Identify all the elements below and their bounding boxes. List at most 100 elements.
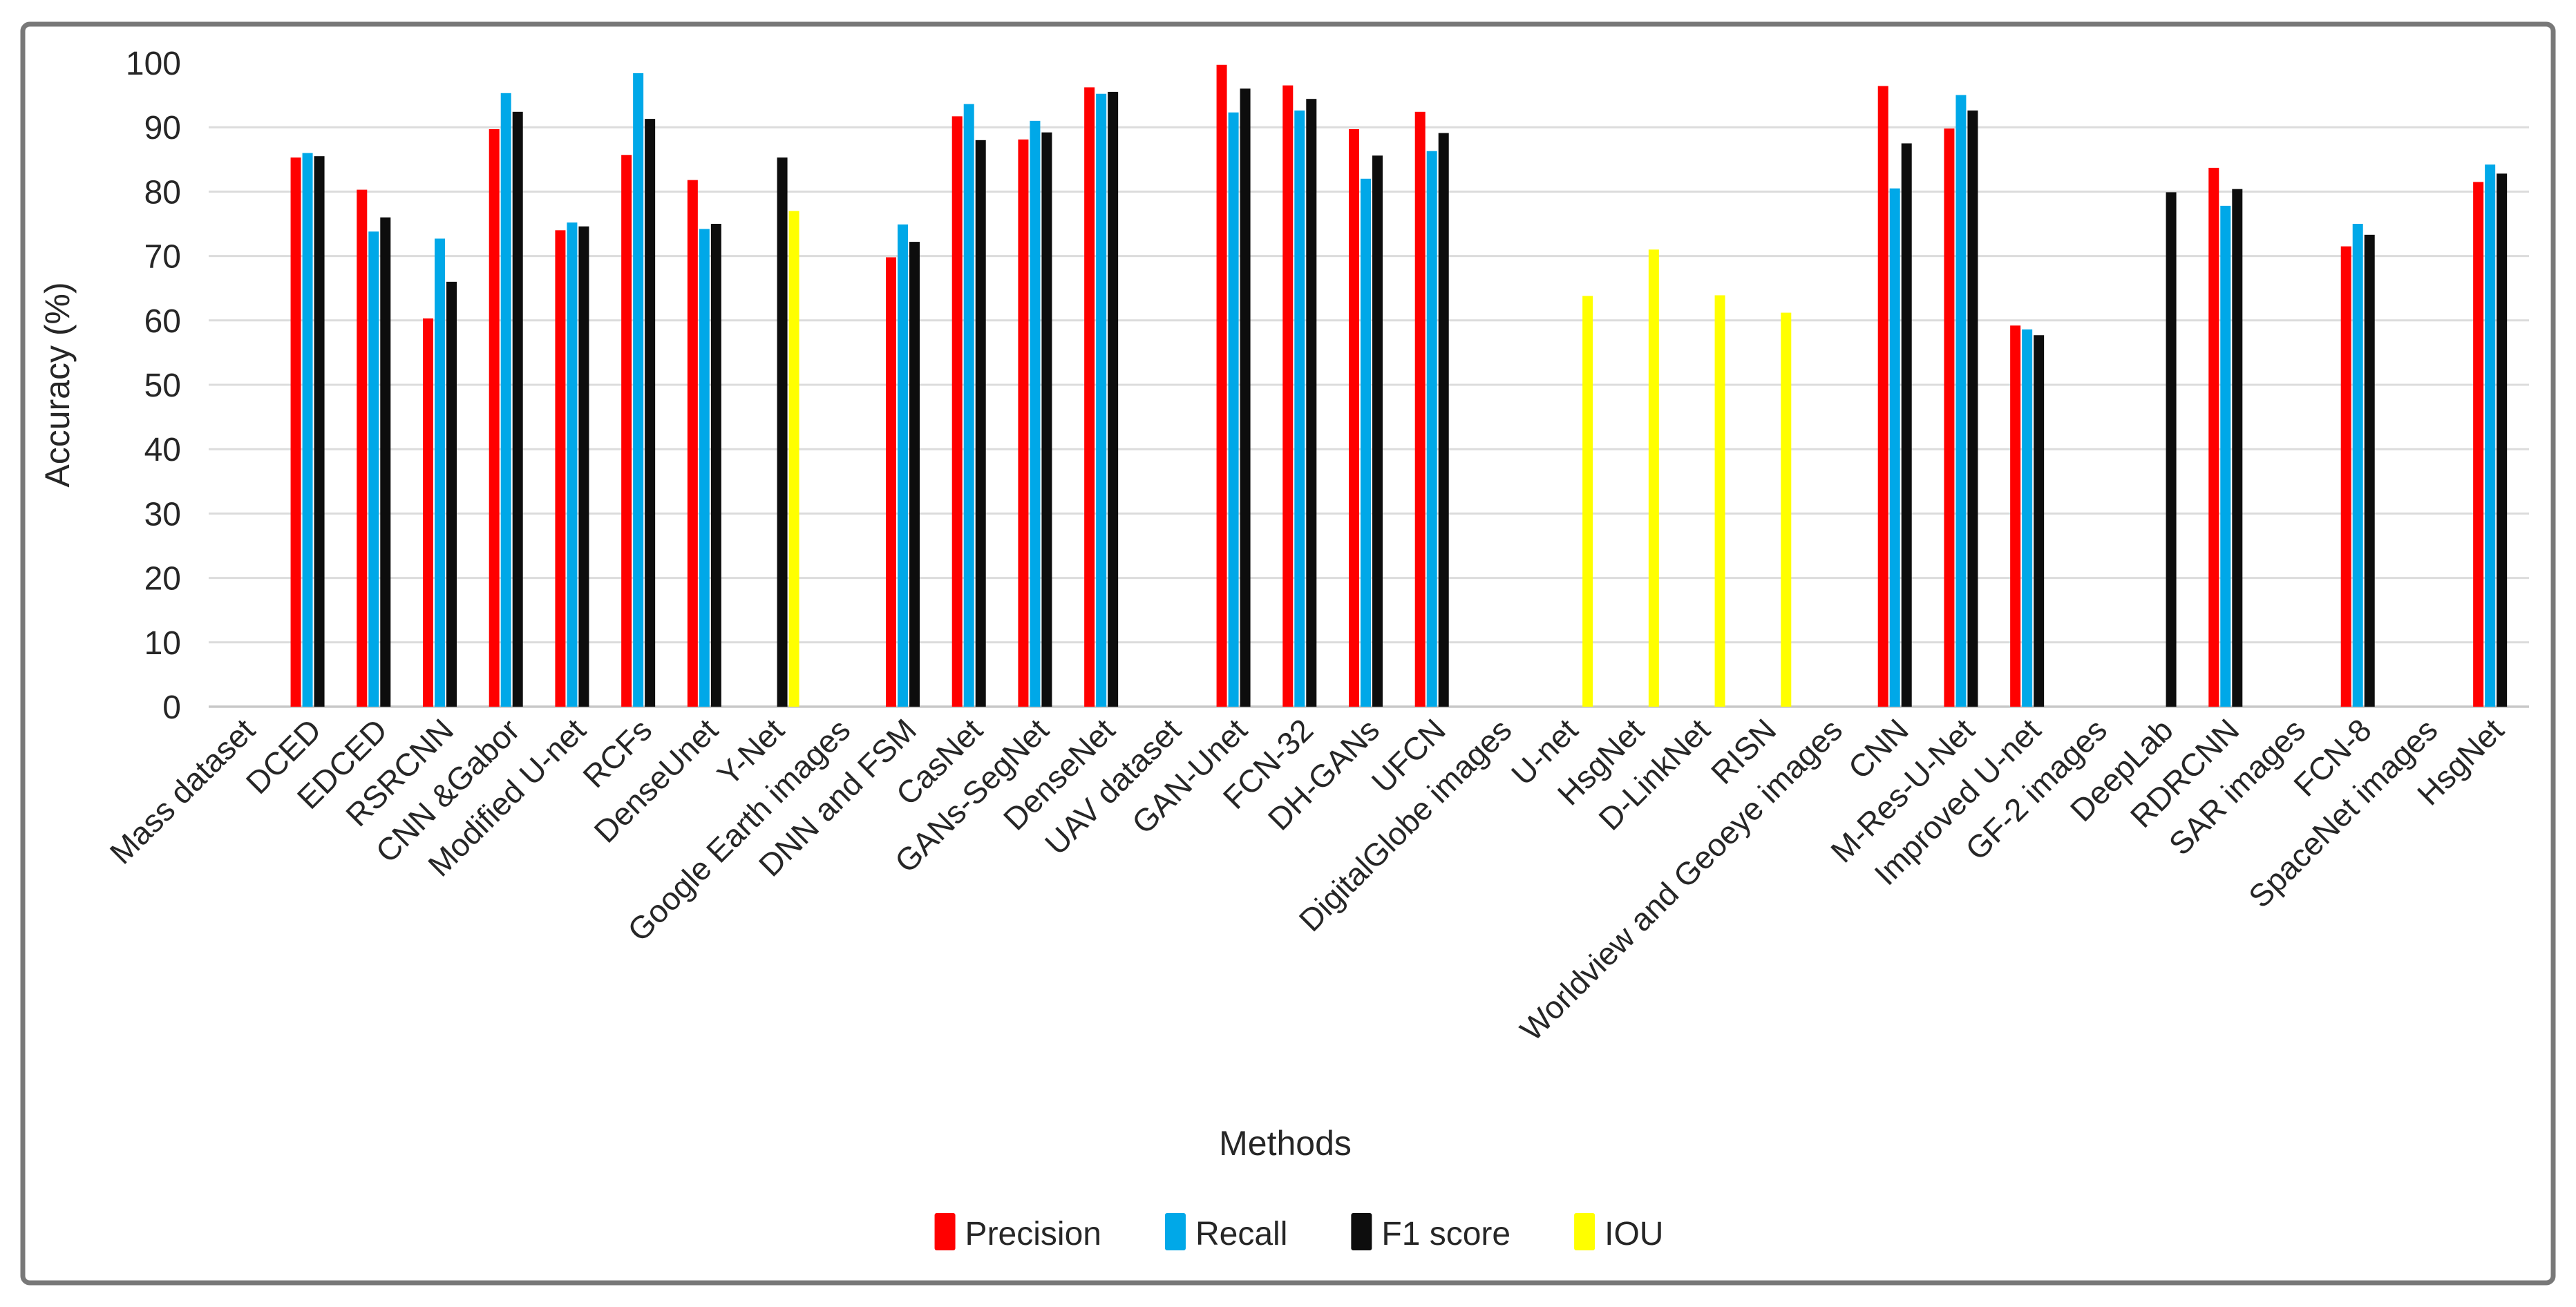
bar-f1-RCFs bbox=[645, 119, 656, 707]
bar-recall-UFCN bbox=[1426, 151, 1437, 707]
bar-precision-RDRCNN bbox=[2208, 167, 2219, 707]
legend-item-f1: F1 score bbox=[1351, 1213, 1510, 1252]
y-tick-label-80: 80 bbox=[144, 174, 181, 211]
bar-f1-RDRCNN bbox=[2232, 189, 2243, 707]
legend-swatch-f1 bbox=[1351, 1213, 1372, 1250]
y-tick-label-20: 20 bbox=[144, 561, 181, 598]
figure-border bbox=[20, 21, 2556, 1286]
bar-f1-Modified-U-net bbox=[578, 226, 589, 707]
y-tick-label-60: 60 bbox=[144, 303, 181, 340]
bar-f1-DenseNet bbox=[1108, 91, 1119, 707]
bar-f1-Improved-U-net bbox=[2034, 335, 2045, 707]
bar-precision-GAN-Unet bbox=[1216, 64, 1227, 707]
bar-f1-Y-Net bbox=[777, 158, 788, 707]
bar-precision-DCED bbox=[290, 158, 301, 707]
bar-f1-UFCN bbox=[1438, 133, 1449, 707]
bar-recall-CNN-Gabor bbox=[500, 93, 511, 707]
y-tick-label-70: 70 bbox=[144, 239, 181, 276]
bar-f1-GAN-Unet bbox=[1240, 88, 1251, 707]
bar-precision-DH-GANs bbox=[1349, 128, 1359, 707]
bar-precision-FCN-8 bbox=[2340, 246, 2351, 707]
bar-recall-GANs-SegNet bbox=[1030, 120, 1041, 707]
legend-swatch-recall bbox=[1164, 1213, 1186, 1250]
bar-f1-CNN bbox=[1901, 143, 1912, 707]
bar-precision-DenseNet bbox=[1084, 87, 1095, 707]
bar-recall-DH-GANs bbox=[1361, 178, 1371, 707]
bar-precision-GANs-SegNet bbox=[1018, 139, 1029, 707]
legend-item-recall: Recall bbox=[1164, 1213, 1287, 1252]
bar-precision-DenseUnet bbox=[687, 180, 698, 707]
y-tick-label-50: 50 bbox=[144, 368, 181, 404]
x-axis-title: Methods bbox=[1219, 1124, 1352, 1163]
bar-precision-RCFs bbox=[621, 155, 632, 707]
bar-precision-CNN bbox=[1877, 86, 1888, 707]
legend-label-recall: Recall bbox=[1195, 1216, 1287, 1252]
y-axis-ticks: 0 10 20 30 40 50 60 70 80 90 100 bbox=[126, 46, 181, 726]
bar-recall-DenseUnet bbox=[699, 229, 710, 707]
bar-precision-RSRCNN bbox=[423, 318, 433, 707]
legend-item-precision: Precision bbox=[934, 1213, 1101, 1252]
bar-f1-FCN-32 bbox=[1306, 99, 1317, 707]
bar-f1-DH-GANs bbox=[1372, 155, 1383, 707]
bar-recall-Improved-U-net bbox=[2022, 329, 2033, 707]
bars bbox=[290, 64, 2508, 707]
legend-swatch-precision bbox=[934, 1213, 956, 1250]
y-axis-title: Accuracy (%) bbox=[38, 282, 77, 487]
bar-recall-RCFs bbox=[633, 73, 644, 707]
legend-label-precision: Precision bbox=[965, 1216, 1101, 1252]
y-tick-label-10: 10 bbox=[144, 625, 181, 662]
bar-f1-DCED bbox=[314, 156, 325, 707]
bar-recall-FCN-32 bbox=[1294, 110, 1305, 707]
bar-recall-Modified-U-net bbox=[567, 222, 578, 707]
bar-recall-CasNet bbox=[963, 104, 974, 707]
bar-f1-DNN-and-FSM bbox=[909, 242, 920, 707]
bar-iou-RISN bbox=[1781, 312, 1792, 707]
bar-recall-RDRCNN bbox=[2220, 205, 2231, 707]
bar-precision-UFCN bbox=[1414, 111, 1426, 707]
bar-f1-EDCED bbox=[380, 217, 391, 707]
bar-precision-M-Res-U-Net bbox=[1944, 128, 1955, 707]
bar-f1-RSRCNN bbox=[446, 281, 457, 707]
bar-recall-FCN-8 bbox=[2352, 224, 2363, 707]
bar-iou-Y-Net bbox=[788, 211, 799, 707]
bar-iou-U-net bbox=[1582, 296, 1593, 707]
bar-recall-DenseNet bbox=[1096, 93, 1107, 707]
bar-recall-DNN-and-FSM bbox=[898, 224, 908, 707]
bar-recall-EDCED bbox=[368, 231, 379, 707]
legend: Precision Recall F1 score IOU bbox=[934, 1213, 1663, 1252]
bar-recall-GAN-Unet bbox=[1228, 112, 1239, 707]
bar-recall-HsgNet bbox=[2485, 164, 2496, 707]
bar-precision-CasNet bbox=[951, 116, 963, 707]
bar-f1-HsgNet bbox=[2497, 173, 2508, 707]
y-tick-label-100: 100 bbox=[126, 46, 181, 82]
bar-f1-FCN-8 bbox=[2364, 234, 2375, 707]
legend-swatch-iou bbox=[1574, 1213, 1595, 1250]
legend-label-iou: IOU bbox=[1604, 1216, 1663, 1252]
bar-precision-HsgNet bbox=[2473, 182, 2484, 707]
bar-f1-DenseUnet bbox=[710, 224, 721, 707]
bar-iou-D-LinkNet bbox=[1714, 295, 1725, 707]
bar-iou-HsgNet bbox=[1648, 249, 1659, 707]
bar-recall-RSRCNN bbox=[435, 238, 445, 707]
bar-f1-M-Res-U-Net bbox=[1967, 110, 1978, 707]
legend-label-f1: F1 score bbox=[1381, 1216, 1510, 1252]
y-tick-label-90: 90 bbox=[144, 110, 181, 146]
y-tick-label-40: 40 bbox=[144, 432, 181, 468]
bar-f1-GANs-SegNet bbox=[1041, 132, 1052, 707]
bar-recall-CNN bbox=[1889, 188, 1900, 707]
bar-precision-Improved-U-net bbox=[2010, 325, 2021, 707]
legend-item-iou: IOU bbox=[1574, 1213, 1663, 1252]
bar-precision-DNN-and-FSM bbox=[886, 257, 896, 707]
bar-f1-CasNet bbox=[975, 140, 986, 707]
bar-f1-DeepLab bbox=[2166, 192, 2177, 707]
y-tick-label-30: 30 bbox=[144, 496, 181, 533]
bar-precision-EDCED bbox=[357, 189, 368, 707]
bar-precision-FCN-32 bbox=[1282, 85, 1294, 707]
bar-f1-CNN-Gabor bbox=[512, 111, 523, 707]
bar-recall-M-Res-U-Net bbox=[1955, 95, 1967, 707]
bar-recall-DCED bbox=[302, 153, 313, 707]
y-tick-label-0: 0 bbox=[162, 689, 181, 726]
bar-precision-Modified-U-net bbox=[555, 230, 566, 707]
